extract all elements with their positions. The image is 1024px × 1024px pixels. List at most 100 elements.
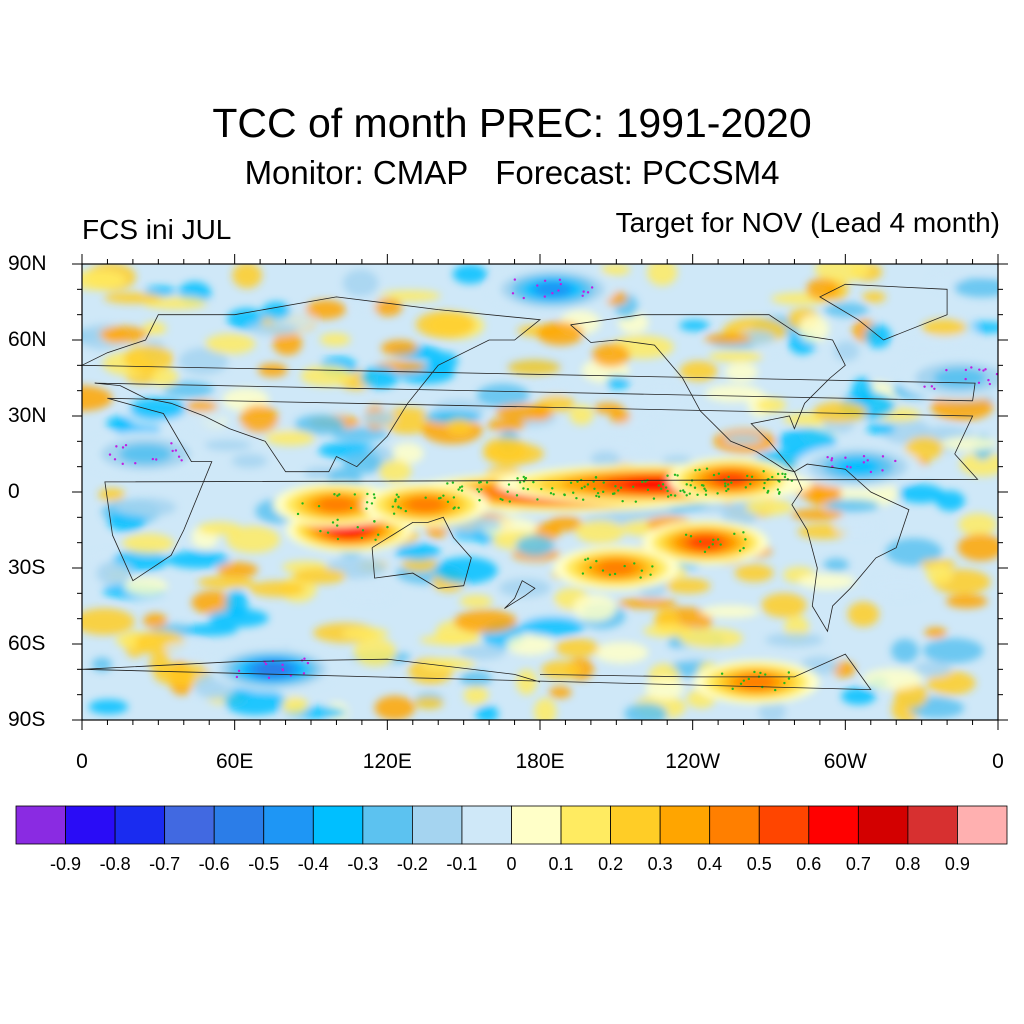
significance-dot <box>613 492 616 495</box>
colorbar-label: 0.5 <box>746 854 772 874</box>
field-blob <box>383 407 433 435</box>
colorbar-label: 0 <box>506 854 517 874</box>
significance-dot <box>551 292 554 295</box>
significance-dot <box>536 284 539 287</box>
significance-dot <box>742 531 745 534</box>
significance-dot <box>576 480 579 483</box>
significance-dot <box>336 518 339 521</box>
significance-dot <box>302 672 306 675</box>
field-blob <box>353 638 397 667</box>
significance-dot <box>705 467 709 470</box>
field-blob <box>395 542 441 561</box>
significance-dot <box>579 478 583 482</box>
significance-dot <box>762 470 765 473</box>
field-blob <box>341 627 389 640</box>
significance-dot <box>723 482 727 485</box>
significance-dot <box>711 543 715 546</box>
field-blob <box>106 416 132 431</box>
significance-dot <box>673 473 677 477</box>
significance-dot <box>558 278 562 282</box>
field-blob <box>257 363 288 377</box>
field-feature-negative <box>255 662 290 677</box>
colorbar-swatch <box>957 805 1008 845</box>
significance-dot <box>716 492 719 495</box>
significance-dot <box>584 558 587 561</box>
field-blob <box>618 418 658 429</box>
field-blob <box>923 638 984 664</box>
significance-dot <box>365 507 368 510</box>
significance-dot <box>623 564 626 568</box>
significance-dot <box>451 481 455 484</box>
field-blob <box>391 442 424 464</box>
field-blob <box>459 594 493 608</box>
significance-dot <box>586 483 590 486</box>
significance-dot <box>688 492 691 495</box>
field-blob <box>198 521 242 536</box>
significance-dot <box>540 487 543 491</box>
significance-dot <box>730 481 733 484</box>
significance-dot <box>689 484 692 487</box>
field-blob <box>723 433 763 445</box>
significance-dot <box>978 368 981 371</box>
significance-dot <box>151 457 155 461</box>
field-blob <box>294 414 345 435</box>
significance-dot <box>704 493 708 496</box>
field-blob <box>414 696 444 710</box>
significance-dot <box>738 549 742 552</box>
field-blob <box>862 668 923 690</box>
colorbar-label: 0.8 <box>895 854 921 874</box>
field-blob <box>927 671 976 696</box>
field-blob <box>806 277 840 301</box>
significance-dot <box>582 290 585 293</box>
significance-dot <box>777 492 781 495</box>
coastline-7 <box>504 580 536 609</box>
significance-dot <box>869 470 873 474</box>
significance-dot <box>360 536 364 540</box>
significance-dot <box>640 569 644 572</box>
significance-dot <box>366 492 369 496</box>
field-blob <box>123 345 174 373</box>
significance-dot <box>399 507 403 510</box>
significance-dot <box>335 524 339 527</box>
lat-tick-label: 90S <box>8 708 46 731</box>
significance-dot <box>659 487 663 490</box>
lon-tick-label: 0 <box>992 750 1004 773</box>
significance-dot <box>601 569 605 572</box>
significance-dot <box>830 457 834 460</box>
significance-dot <box>707 546 711 549</box>
significance-dot <box>586 291 590 294</box>
significance-dot <box>881 455 885 458</box>
colorbar-label: 0.3 <box>647 854 673 874</box>
significance-dot <box>866 459 869 462</box>
colorbar-label: -0.4 <box>297 854 329 874</box>
significance-dot <box>693 486 697 489</box>
field-blob <box>378 459 412 483</box>
significance-dot <box>661 483 665 486</box>
colorbar-swatch <box>114 805 166 845</box>
significance-dot <box>608 573 612 576</box>
field-blob <box>216 562 259 578</box>
field-feature-negative <box>119 444 172 464</box>
significance-dot <box>673 494 677 497</box>
significance-dot <box>684 533 688 536</box>
significance-dot <box>764 673 767 676</box>
significance-dot <box>666 489 669 493</box>
significance-dot <box>651 565 654 568</box>
significance-dot <box>361 529 365 532</box>
significance-dot <box>682 489 685 492</box>
significance-dot <box>703 550 707 554</box>
field-blob <box>483 442 544 465</box>
coastline-0 <box>104 397 979 582</box>
significance-dot <box>717 472 721 475</box>
significance-dot <box>727 475 730 479</box>
colorbar-swatch <box>164 805 215 845</box>
coastline-4 <box>791 463 910 633</box>
significance-dot <box>439 496 442 500</box>
significance-dot <box>633 562 636 565</box>
significance-dot <box>395 493 399 496</box>
significance-dot <box>683 490 686 494</box>
field-blob <box>958 513 997 536</box>
significance-dot <box>115 445 118 448</box>
field-blob <box>954 277 998 298</box>
